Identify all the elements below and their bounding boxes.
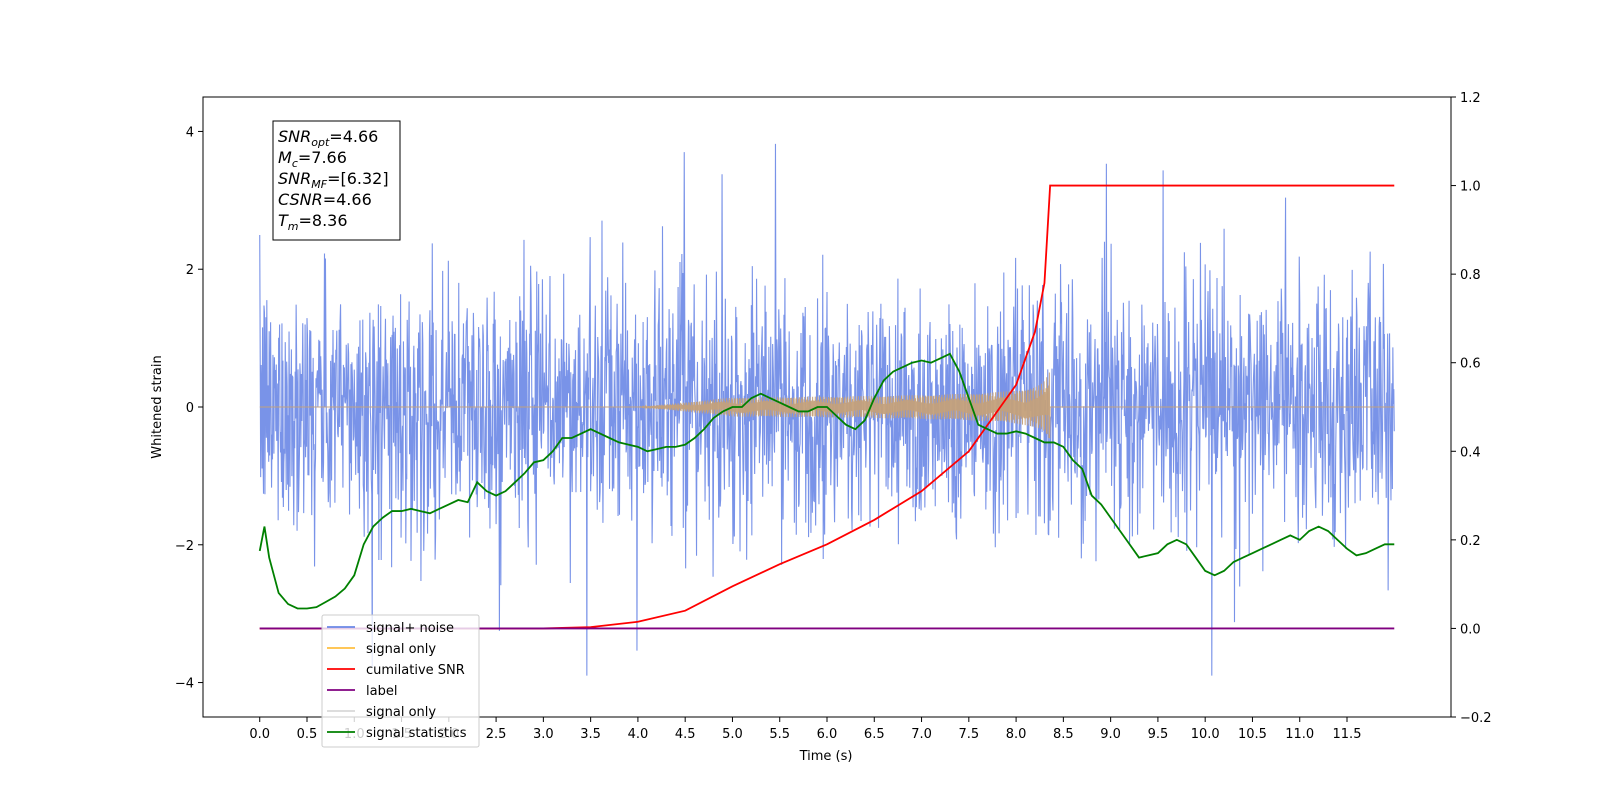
info-line: CSNR=4.66: [278, 190, 372, 209]
legend-frame: [321, 614, 480, 748]
x-tick-label: 11.0: [1285, 727, 1314, 742]
legend-label: cumilative SNR: [366, 663, 465, 678]
x-tick-label: 5.5: [769, 727, 790, 742]
x-tick-label: 7.5: [958, 727, 979, 742]
x-tick-label: 8.5: [1053, 727, 1074, 742]
legend-label: signal only: [366, 705, 436, 720]
x-tick-label: 10.5: [1238, 727, 1267, 742]
legend-label: label: [366, 684, 397, 699]
x-tick-label: 0.0: [249, 727, 270, 742]
info-line: Mc=7.66: [278, 148, 347, 170]
x-tick-label: 10.0: [1191, 727, 1220, 742]
y2-tick-label: 0.6: [1460, 357, 1481, 372]
y-tick-label: 2: [186, 263, 194, 278]
y2-tick-label: 0.2: [1460, 534, 1481, 549]
y2-tick-label: 1.2: [1460, 91, 1481, 106]
legend-label: signal only: [366, 642, 436, 657]
y2-tick-label: 0.4: [1460, 445, 1481, 460]
x-axis: 0.00.51.01.52.02.53.03.54.04.55.05.56.06…: [249, 717, 1361, 742]
y-tick-label: 4: [186, 125, 194, 140]
x-tick-label: 2.5: [486, 727, 507, 742]
x-tick-label: 0.5: [297, 727, 318, 742]
y2-tick-label: −0.2: [1460, 711, 1492, 726]
legend-label: signal+ noise: [366, 621, 454, 636]
x-tick-label: 5.0: [722, 727, 743, 742]
y-axis-label: Whitened strain: [150, 355, 165, 458]
x-tick-label: 3.5: [580, 727, 601, 742]
y-tick-label: −4: [175, 677, 194, 692]
series-signal-statistics: [258, 352, 1395, 610]
x-tick-label: 7.0: [911, 727, 932, 742]
y2-tick-label: 1.0: [1460, 180, 1481, 195]
x-tick-label: 8.0: [1006, 727, 1027, 742]
x-axis-label: Time (s): [799, 749, 853, 764]
x-tick-label: 4.5: [675, 727, 696, 742]
x-tick-label: 3.0: [533, 727, 554, 742]
legend: signal+ noise signal only cumilative SNR la…: [321, 614, 480, 748]
info-line: Tm=8.36: [278, 211, 348, 233]
y2-tick-label: 0.0: [1460, 622, 1481, 637]
x-tick-label: 11.5: [1333, 727, 1362, 742]
info-line: SNRMF=[6.32]: [278, 169, 389, 191]
y-tick-label: 0: [186, 401, 194, 416]
series-cumilative-snr: [259, 184, 1395, 630]
x-tick-label: 9.0: [1100, 727, 1121, 742]
x-tick-label: 4.0: [628, 727, 649, 742]
x-tick-label: 6.5: [864, 727, 885, 742]
y-tick-label: −2: [175, 539, 194, 554]
y2-tick-label: 0.8: [1460, 268, 1481, 283]
series-signal-noise: [259, 143, 1395, 676]
info-box-frame: [272, 120, 401, 241]
legend-label: signal statistics: [366, 726, 467, 741]
x-tick-label: 6.0: [817, 727, 838, 742]
y-axis-right: 1.2 1.0 0.8 0.6 0.4 0.2 0.0 −0.2: [1451, 91, 1492, 726]
series-signal-only: [259, 372, 1395, 439]
info-line: SNRopt=4.66: [278, 127, 378, 149]
y-axis-left: 4 2 0 −2 −4: [175, 125, 203, 692]
x-tick-label: 9.5: [1148, 727, 1169, 742]
